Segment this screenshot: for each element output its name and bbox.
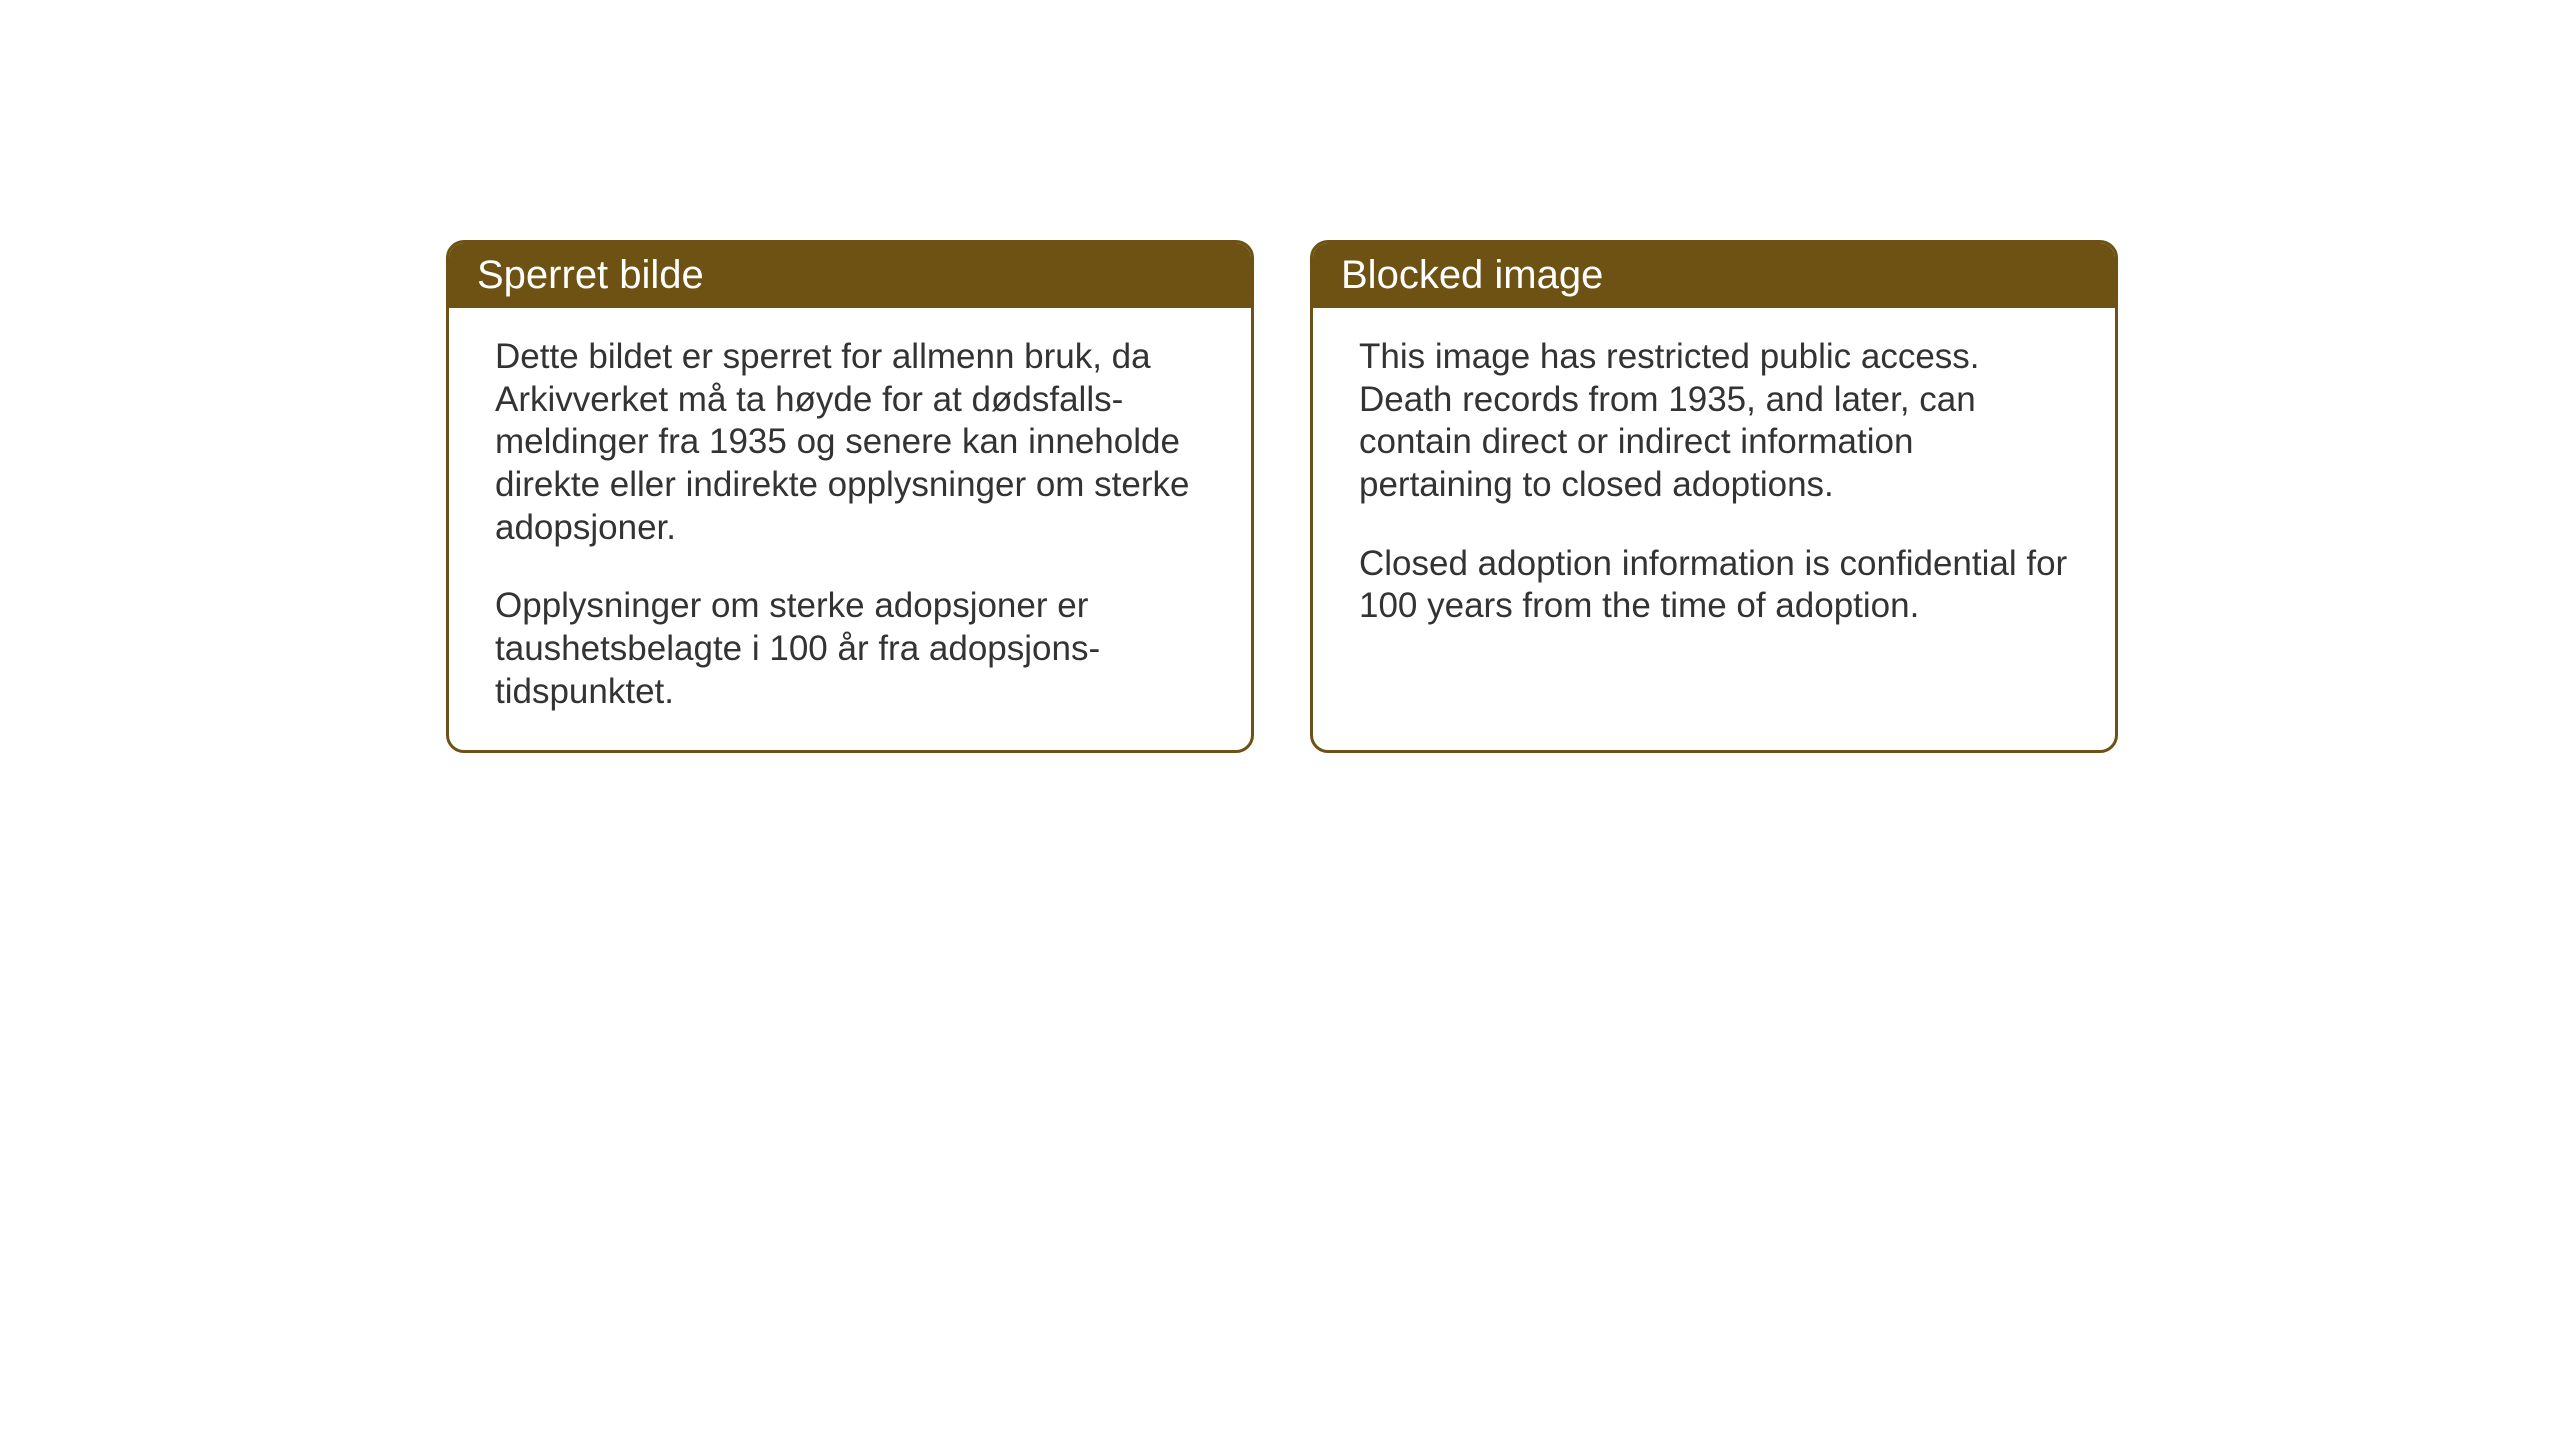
english-notice-card: Blocked image This image has restricted … — [1310, 240, 2118, 753]
norwegian-paragraph-2: Opplysninger om sterke adopsjoner er tau… — [495, 585, 1205, 713]
norwegian-paragraph-1: Dette bildet er sperret for allmenn bruk… — [495, 336, 1205, 549]
notice-cards-container: Sperret bilde Dette bildet er sperret fo… — [446, 240, 2118, 753]
english-paragraph-2: Closed adoption information is confident… — [1359, 543, 2069, 628]
norwegian-notice-card: Sperret bilde Dette bildet er sperret fo… — [446, 240, 1254, 753]
norwegian-card-body: Dette bildet er sperret for allmenn bruk… — [449, 308, 1251, 750]
english-paragraph-1: This image has restricted public access.… — [1359, 336, 2069, 507]
norwegian-card-title: Sperret bilde — [449, 243, 1251, 308]
english-card-body: This image has restricted public access.… — [1313, 308, 2115, 706]
english-card-title: Blocked image — [1313, 243, 2115, 308]
